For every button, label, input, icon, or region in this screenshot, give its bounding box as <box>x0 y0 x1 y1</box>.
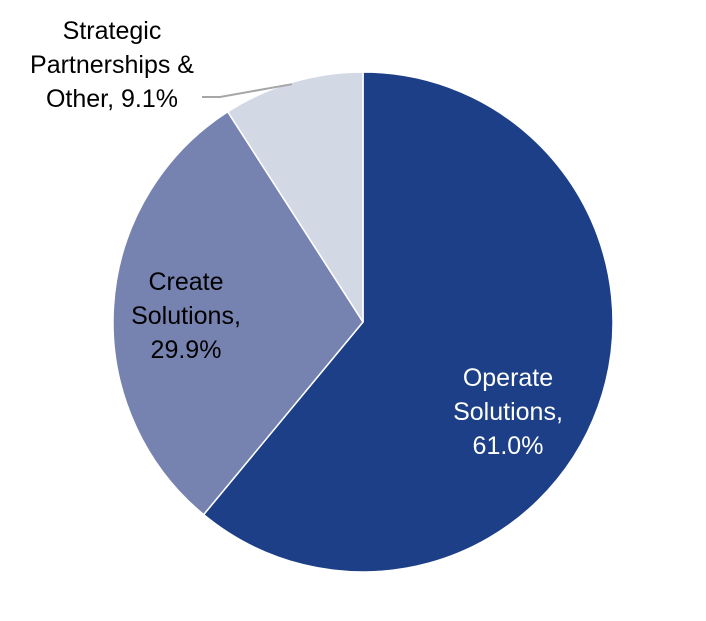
pie-slices <box>112 71 614 573</box>
slice-label-line: 29.9% <box>151 336 222 364</box>
slice-label-line: Strategic <box>63 17 162 45</box>
leader-line <box>202 83 293 98</box>
pie-slice-create-solutions <box>112 111 364 516</box>
pie-slice-strategic-partnerships-other <box>226 71 364 323</box>
slice-label: Create Solutions, 29.9% <box>131 268 241 364</box>
leader-lines <box>202 83 293 98</box>
slice-label-line: Create <box>148 268 223 296</box>
slice-label-line: Solutions, <box>131 302 241 330</box>
slice-label-line: Partnerships & <box>30 51 194 79</box>
slice-labels: Operate Solutions, 61.0% Create Solutions, 29… <box>30 17 563 460</box>
slice-label-line: Solutions, <box>453 398 563 426</box>
slice-label-line: 61.0% <box>473 432 544 460</box>
slice-label: Strategic Partnerships & Other, 9.1% <box>30 17 194 113</box>
slice-label-line: Other, 9.1% <box>46 85 178 113</box>
slice-label: Operate Solutions, 61.0% <box>453 364 563 460</box>
pie-slice-operate-solutions <box>202 71 614 573</box>
slice-label-line: Operate <box>463 364 553 392</box>
